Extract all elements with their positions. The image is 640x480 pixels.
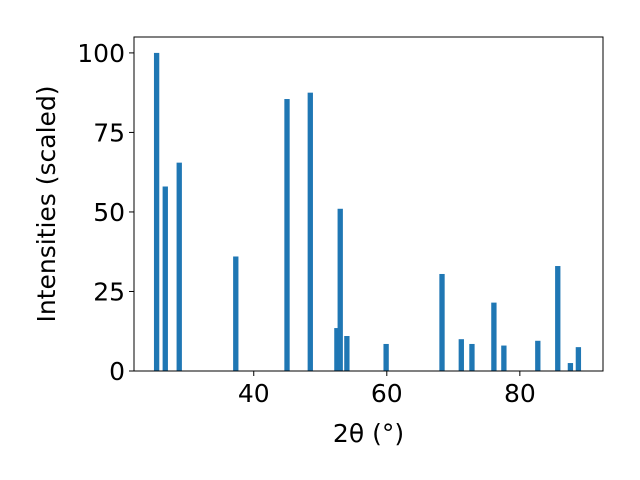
bar <box>153 52 160 372</box>
bar <box>458 339 464 371</box>
bar <box>535 340 541 371</box>
bar <box>344 336 350 371</box>
x-tick-label: 80 <box>504 379 536 408</box>
bar <box>439 273 445 371</box>
bar <box>284 99 290 372</box>
plot-frame <box>133 36 604 372</box>
bar <box>469 343 475 371</box>
bars-group <box>153 52 582 372</box>
bar <box>337 208 343 371</box>
y-axis-ticks: 0 25 50 75 100 <box>77 39 134 386</box>
y-tick-label: 50 <box>93 198 125 227</box>
bar <box>383 343 389 371</box>
bar <box>233 256 239 371</box>
bar <box>491 302 497 371</box>
bar <box>334 328 340 371</box>
y-tick-label: 100 <box>77 39 125 68</box>
bar <box>575 347 582 371</box>
bar <box>307 92 313 372</box>
y-tick-label: 0 <box>109 357 125 386</box>
bar <box>567 363 574 371</box>
x-tick-label: 60 <box>371 379 403 408</box>
bar <box>162 186 168 371</box>
bar <box>555 266 561 371</box>
bar <box>176 162 182 371</box>
bar <box>501 345 507 371</box>
x-axis-ticks: 40 60 80 <box>238 371 536 408</box>
y-axis-label: Intensities (scaled) <box>32 85 61 322</box>
y-tick-label: 25 <box>93 277 125 306</box>
x-axis-label: 2θ (°) <box>333 419 404 448</box>
y-tick-label: 75 <box>93 118 125 147</box>
x-tick-label: 40 <box>238 379 270 408</box>
